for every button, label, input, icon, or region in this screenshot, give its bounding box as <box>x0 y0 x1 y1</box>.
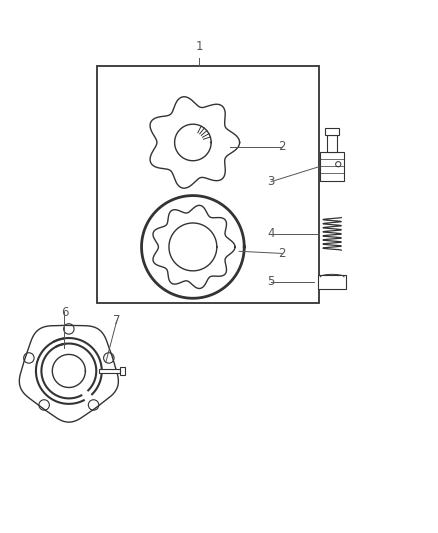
Bar <box>318 275 346 289</box>
Bar <box>99 369 120 373</box>
Bar <box>325 128 339 135</box>
Text: 5: 5 <box>268 275 275 288</box>
Bar <box>320 152 344 181</box>
Text: 1: 1 <box>196 40 203 53</box>
Text: 4: 4 <box>268 228 275 240</box>
Bar <box>97 66 319 303</box>
Bar <box>327 135 337 152</box>
Text: 6: 6 <box>61 306 68 319</box>
Bar <box>120 367 125 375</box>
Text: 7: 7 <box>113 314 120 327</box>
Text: 2: 2 <box>279 247 286 260</box>
Text: 2: 2 <box>279 140 286 154</box>
Text: 3: 3 <box>268 175 275 188</box>
